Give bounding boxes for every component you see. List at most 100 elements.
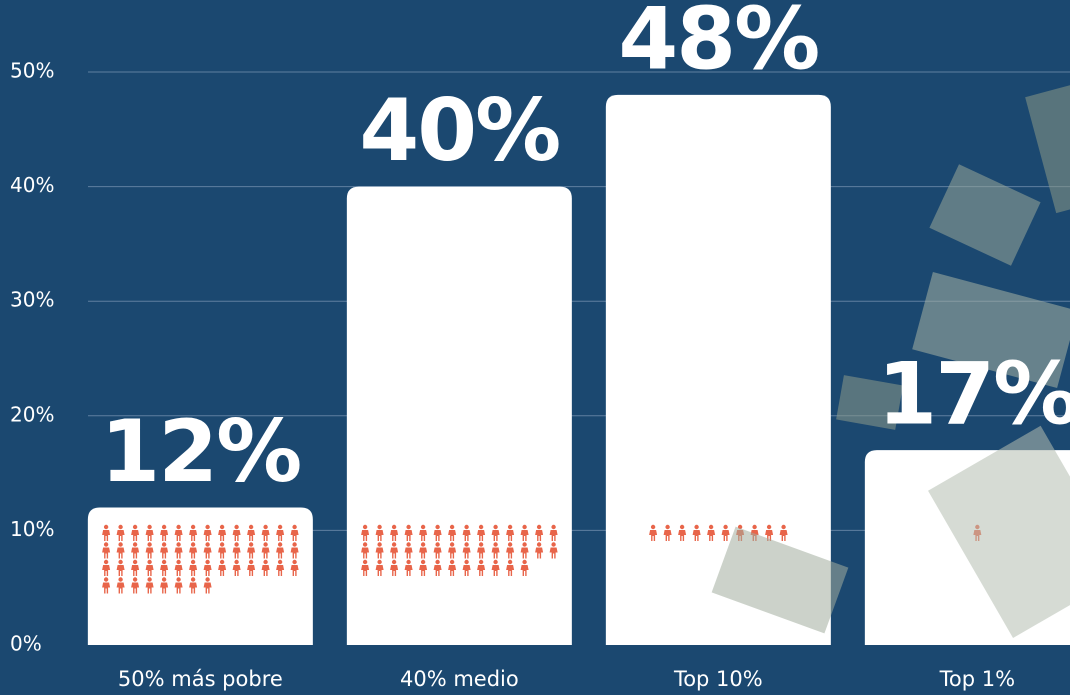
icon-head (508, 542, 512, 546)
icon-head (435, 560, 439, 564)
icon-head (493, 542, 497, 546)
icon-head (205, 577, 209, 581)
icon-head (133, 560, 137, 564)
icon-head (104, 525, 108, 529)
icon-head (133, 525, 137, 529)
icon-head (118, 525, 122, 529)
icon-head (249, 542, 253, 546)
icon-head (680, 525, 684, 529)
icon-head (406, 525, 410, 529)
icon-head (162, 525, 166, 529)
icon-head (406, 560, 410, 564)
icon-head (191, 560, 195, 564)
icon-head (377, 525, 381, 529)
icon-head (205, 525, 209, 529)
icon-head (147, 560, 151, 564)
icon-head (234, 560, 238, 564)
icon-head (147, 577, 151, 581)
icon-head (234, 525, 238, 529)
icon-head (176, 560, 180, 564)
icon-head (249, 525, 253, 529)
icon-head (205, 542, 209, 546)
icon-head (435, 542, 439, 546)
icon-head (392, 525, 396, 529)
icon-head (176, 525, 180, 529)
icon-head (220, 525, 224, 529)
icon-head (537, 542, 541, 546)
icon-head (278, 560, 282, 564)
icon-head (278, 542, 282, 546)
icon-head (191, 542, 195, 546)
icon-head (292, 560, 296, 564)
icon-head (450, 542, 454, 546)
icon-head (118, 542, 122, 546)
icon-head (205, 560, 209, 564)
value-label: 40% (359, 81, 559, 181)
icon-head (651, 525, 655, 529)
icon-head (363, 525, 367, 529)
icon-head (767, 525, 771, 529)
icon-head (377, 560, 381, 564)
icon-head (133, 577, 137, 581)
icon-head (104, 577, 108, 581)
icon-head (363, 560, 367, 564)
icon-head (263, 542, 267, 546)
y-tick-label: 20% (10, 402, 54, 426)
y-tick-label: 50% (10, 59, 54, 83)
icon-head (464, 525, 468, 529)
icon-head (278, 525, 282, 529)
x-tick-label: 50% más pobre (118, 667, 283, 691)
icon-head (220, 560, 224, 564)
icon-head (508, 560, 512, 564)
icon-head (234, 542, 238, 546)
value-label: 48% (618, 0, 818, 89)
icon-head (263, 560, 267, 564)
icon-head (421, 560, 425, 564)
icon-head (450, 560, 454, 564)
icon-head (162, 542, 166, 546)
icon-head (781, 525, 785, 529)
icon-head (522, 542, 526, 546)
icon-head (263, 525, 267, 529)
icon-head (464, 542, 468, 546)
icon-head (176, 577, 180, 581)
icon-head (665, 525, 669, 529)
icon-head (522, 525, 526, 529)
y-tick-label: 40% (10, 173, 54, 197)
value-label: 12% (100, 402, 300, 502)
icon-head (464, 560, 468, 564)
icon-head (421, 525, 425, 529)
y-tick-label: 0% (10, 632, 42, 656)
x-tick-label: 40% medio (400, 667, 519, 691)
icon-head (479, 560, 483, 564)
icon-head (723, 525, 727, 529)
icon-head (118, 560, 122, 564)
icon-head (118, 577, 122, 581)
icon-head (363, 542, 367, 546)
icon-head (493, 560, 497, 564)
value-label: 17% (877, 345, 1070, 445)
icon-head (147, 525, 151, 529)
icon-head (392, 560, 396, 564)
icon-head (162, 560, 166, 564)
icon-head (377, 542, 381, 546)
icon-head (191, 525, 195, 529)
icon-head (551, 525, 555, 529)
icon-head (220, 542, 224, 546)
icon-head (104, 542, 108, 546)
icon-head (493, 525, 497, 529)
icon-head (292, 542, 296, 546)
icon-head (537, 525, 541, 529)
icon-head (292, 525, 296, 529)
chart: 0%10%20%30%40%50%50% más pobre12%40% med… (0, 0, 1070, 695)
icon-head (162, 577, 166, 581)
icon-head (191, 577, 195, 581)
icon-head (421, 542, 425, 546)
icon-head (508, 525, 512, 529)
icon-head (104, 560, 108, 564)
x-tick-label: Top 1% (939, 667, 1015, 691)
icon-head (522, 560, 526, 564)
icon-head (709, 525, 713, 529)
icon-head (147, 542, 151, 546)
icon-head (406, 542, 410, 546)
